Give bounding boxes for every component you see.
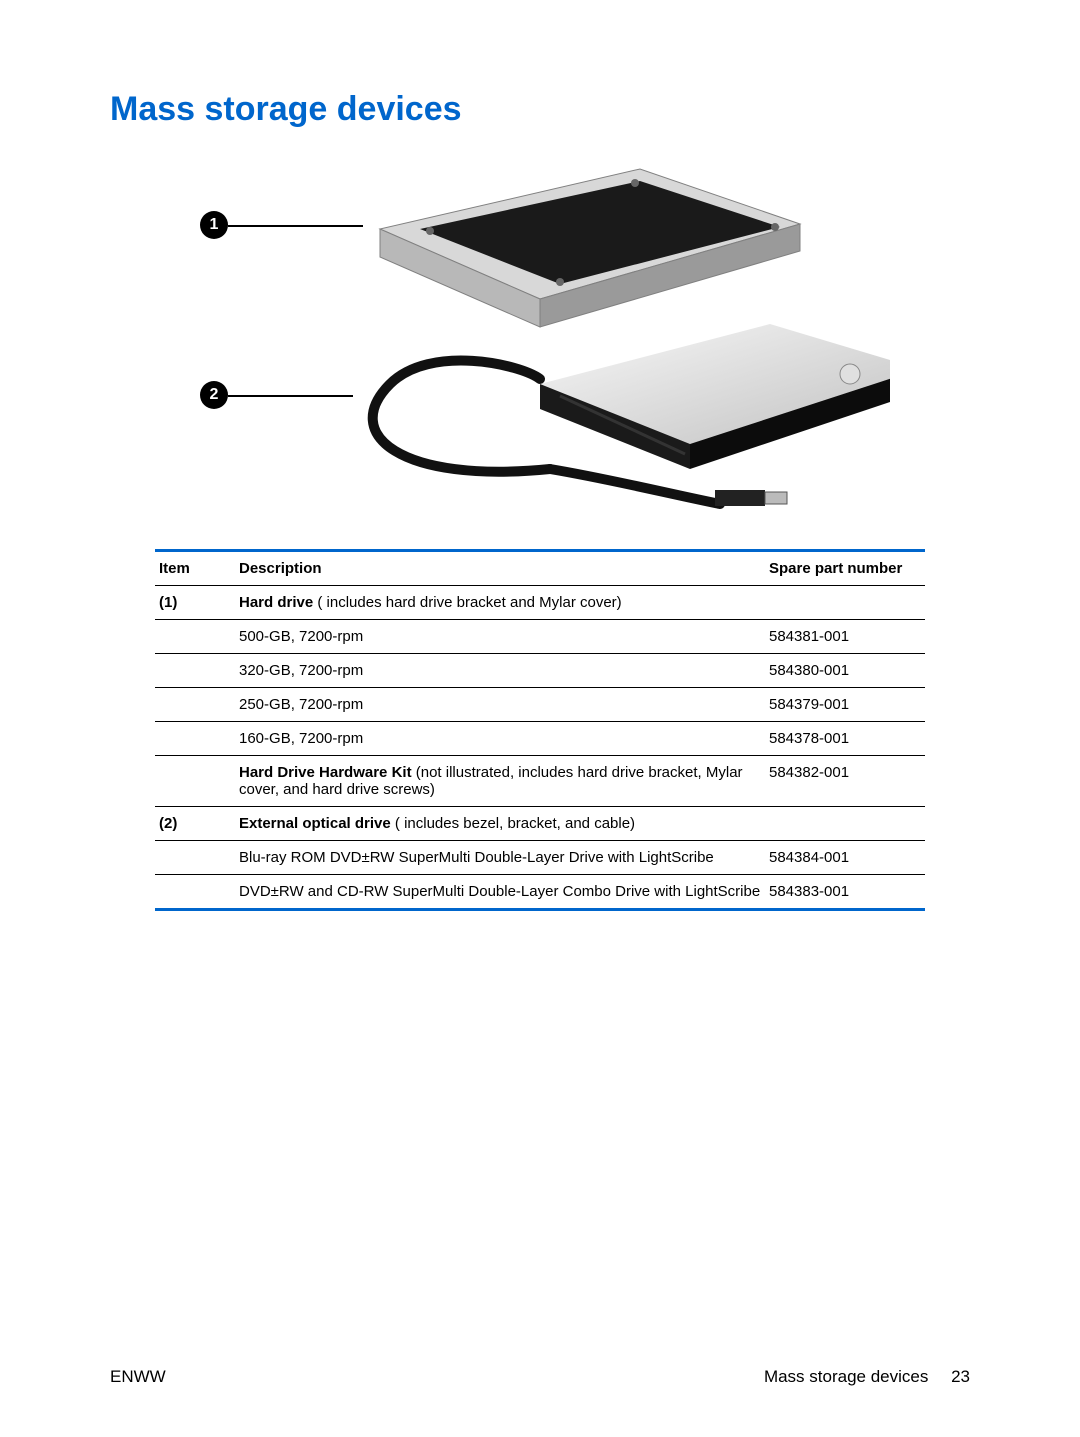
cell-item bbox=[155, 722, 235, 756]
hard-drive-illustration bbox=[190, 159, 890, 529]
cell-spn: 584384-001 bbox=[765, 841, 925, 875]
cell-item: (2) bbox=[155, 807, 235, 841]
header-spare-part: Spare part number bbox=[765, 551, 925, 586]
callout-line-1 bbox=[228, 225, 363, 227]
table-row: 500-GB, 7200-rpm 584381-001 bbox=[155, 620, 925, 654]
table-row: 250-GB, 7200-rpm 584379-001 bbox=[155, 688, 925, 722]
cell-spn: 584383-001 bbox=[765, 875, 925, 910]
cell-item bbox=[155, 688, 235, 722]
cell-item bbox=[155, 875, 235, 910]
footer-right: Mass storage devices 23 bbox=[764, 1367, 970, 1387]
table-row: Blu-ray ROM DVD±RW SuperMulti Double-Lay… bbox=[155, 841, 925, 875]
callout-badge-2: 2 bbox=[200, 381, 228, 409]
devices-figure: 1 2 bbox=[190, 159, 890, 529]
table-row: DVD±RW and CD-RW SuperMulti Double-Layer… bbox=[155, 875, 925, 910]
cell-desc: External optical drive ( includes bezel,… bbox=[235, 807, 765, 841]
cell-desc: DVD±RW and CD-RW SuperMulti Double-Layer… bbox=[235, 875, 765, 910]
footer-left: ENWW bbox=[110, 1367, 166, 1387]
cell-desc: 320-GB, 7200-rpm bbox=[235, 654, 765, 688]
callout-badge-1: 1 bbox=[200, 211, 228, 239]
cell-desc: 250-GB, 7200-rpm bbox=[235, 688, 765, 722]
cell-spn: 584381-001 bbox=[765, 620, 925, 654]
cell-desc: Hard Drive Hardware Kit (not illustrated… bbox=[235, 756, 765, 807]
table-header-row: Item Description Spare part number bbox=[155, 551, 925, 586]
table-row: 160-GB, 7200-rpm 584378-001 bbox=[155, 722, 925, 756]
header-description: Description bbox=[235, 551, 765, 586]
cell-spn: 584379-001 bbox=[765, 688, 925, 722]
callout-line-2 bbox=[228, 395, 353, 397]
parts-table: Item Description Spare part number (1) H… bbox=[155, 549, 925, 911]
cell-item bbox=[155, 756, 235, 807]
cell-desc: 500-GB, 7200-rpm bbox=[235, 620, 765, 654]
footer-section-label: Mass storage devices bbox=[764, 1367, 928, 1386]
table-row: Hard Drive Hardware Kit (not illustrated… bbox=[155, 756, 925, 807]
cell-spn: 584380-001 bbox=[765, 654, 925, 688]
cell-item bbox=[155, 620, 235, 654]
cell-spn bbox=[765, 586, 925, 620]
page-title: Mass storage devices bbox=[110, 90, 970, 129]
cell-desc: Blu-ray ROM DVD±RW SuperMulti Double-Lay… bbox=[235, 841, 765, 875]
cell-item: (1) bbox=[155, 586, 235, 620]
table-row: (1) Hard drive ( includes hard drive bra… bbox=[155, 586, 925, 620]
cell-spn: 584378-001 bbox=[765, 722, 925, 756]
cell-spn bbox=[765, 807, 925, 841]
cell-item bbox=[155, 841, 235, 875]
page-footer: ENWW Mass storage devices 23 bbox=[110, 1367, 970, 1387]
cell-desc: 160-GB, 7200-rpm bbox=[235, 722, 765, 756]
header-item: Item bbox=[155, 551, 235, 586]
cell-item bbox=[155, 654, 235, 688]
cell-spn: 584382-001 bbox=[765, 756, 925, 807]
footer-page-number: 23 bbox=[951, 1367, 970, 1386]
cell-desc: Hard drive ( includes hard drive bracket… bbox=[235, 586, 765, 620]
table-row: (2) External optical drive ( includes be… bbox=[155, 807, 925, 841]
page: Mass storage devices bbox=[0, 0, 1080, 1437]
table-row: 320-GB, 7200-rpm 584380-001 bbox=[155, 654, 925, 688]
